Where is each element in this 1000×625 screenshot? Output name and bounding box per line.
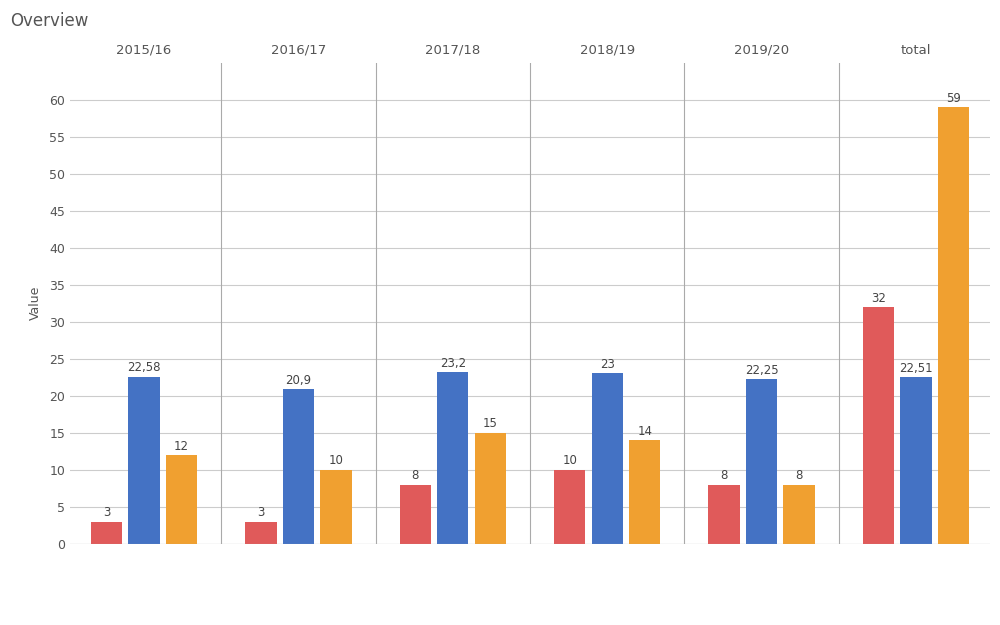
Text: 8: 8 — [720, 469, 728, 482]
Text: 22,58: 22,58 — [127, 361, 161, 374]
Text: 8: 8 — [795, 469, 803, 482]
Text: 8: 8 — [412, 469, 419, 482]
Bar — [629, 440, 660, 544]
Bar — [475, 432, 506, 544]
Text: 32: 32 — [871, 292, 886, 304]
Bar — [783, 484, 815, 544]
Text: 3: 3 — [103, 506, 110, 519]
Bar — [592, 374, 623, 544]
Bar — [91, 521, 122, 544]
Text: 10: 10 — [562, 454, 577, 468]
Y-axis label: Value: Value — [29, 286, 42, 320]
Bar — [437, 372, 468, 544]
Bar — [863, 307, 894, 544]
Text: 10: 10 — [329, 454, 343, 468]
Text: 3: 3 — [257, 506, 265, 519]
Text: 22,51: 22,51 — [899, 362, 933, 375]
Bar — [128, 377, 160, 544]
Text: 14: 14 — [637, 425, 652, 438]
Bar — [900, 377, 932, 544]
Text: 15: 15 — [483, 418, 498, 431]
Bar — [320, 470, 352, 544]
Bar — [283, 389, 314, 544]
Text: 23: 23 — [600, 358, 615, 371]
Bar — [400, 484, 431, 544]
Text: 59: 59 — [946, 92, 961, 105]
Text: 23,2: 23,2 — [440, 357, 466, 370]
Text: Overview: Overview — [10, 12, 88, 31]
Bar — [746, 379, 777, 544]
Text: 12: 12 — [174, 439, 189, 452]
Text: 20,9: 20,9 — [285, 374, 311, 387]
Bar — [708, 484, 740, 544]
Bar — [166, 455, 197, 544]
Bar — [938, 107, 969, 544]
Bar — [554, 470, 585, 544]
Bar — [245, 521, 277, 544]
Text: 22,25: 22,25 — [745, 364, 778, 377]
